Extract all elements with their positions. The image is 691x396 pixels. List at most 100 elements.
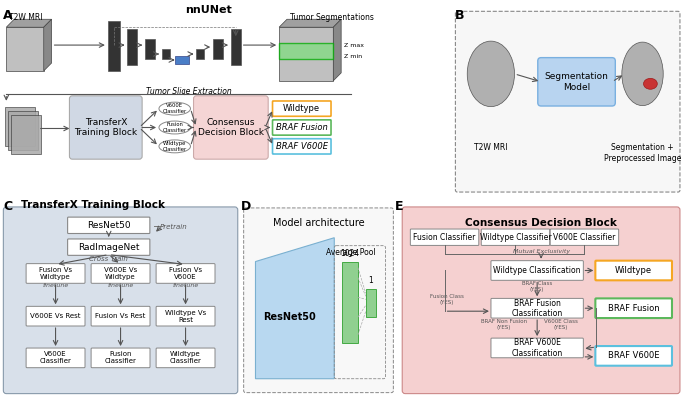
FancyBboxPatch shape	[550, 229, 618, 246]
Ellipse shape	[159, 102, 191, 115]
Text: V600E
Classifier: V600E Classifier	[162, 103, 187, 114]
Bar	[162, 49, 170, 59]
FancyBboxPatch shape	[91, 307, 150, 326]
Text: ResNet50: ResNet50	[263, 312, 316, 322]
Text: BRAF Non Fusion
(YES): BRAF Non Fusion (YES)	[481, 319, 527, 330]
Text: V600E Vs
Wildtype: V600E Vs Wildtype	[104, 267, 138, 280]
Text: T2W MRI: T2W MRI	[474, 143, 508, 152]
Bar	[366, 289, 376, 317]
FancyBboxPatch shape	[481, 229, 550, 246]
FancyBboxPatch shape	[272, 120, 331, 135]
Text: Pretrain: Pretrain	[160, 224, 188, 230]
Bar	[196, 49, 205, 59]
Text: Wildtype Vs
Rest: Wildtype Vs Rest	[165, 310, 206, 323]
Text: Consensus
Decision Block: Consensus Decision Block	[198, 118, 264, 137]
Polygon shape	[6, 27, 44, 71]
Text: BRAF Fusion: BRAF Fusion	[608, 304, 659, 313]
Text: Fusion Classifier: Fusion Classifier	[413, 233, 476, 242]
Text: Fusion Vs Rest: Fusion Vs Rest	[95, 313, 146, 319]
Text: Fusion
Classifier: Fusion Classifier	[104, 351, 137, 364]
Text: Segmentation
Model: Segmentation Model	[545, 72, 609, 91]
FancyBboxPatch shape	[193, 96, 268, 159]
FancyBboxPatch shape	[491, 338, 583, 358]
Text: Wildtype
Classifier: Wildtype Classifier	[169, 351, 202, 364]
Polygon shape	[256, 238, 334, 379]
Text: A: A	[3, 10, 13, 22]
FancyBboxPatch shape	[26, 307, 85, 326]
Text: Fusion Vs
Wildtype: Fusion Vs Wildtype	[39, 267, 72, 280]
Ellipse shape	[622, 42, 663, 106]
Ellipse shape	[643, 78, 657, 89]
Text: Z max: Z max	[344, 43, 364, 48]
Bar	[342, 261, 358, 343]
Text: TransferX Training Block: TransferX Training Block	[21, 200, 165, 210]
Text: BRAF Fusion
Classification: BRAF Fusion Classification	[511, 299, 562, 318]
Bar	[8, 110, 38, 150]
Polygon shape	[279, 19, 341, 27]
Text: Model architecture: Model architecture	[273, 218, 364, 228]
FancyBboxPatch shape	[596, 299, 672, 318]
Text: Consensus Decision Block: Consensus Decision Block	[465, 218, 617, 228]
Bar	[231, 29, 240, 65]
FancyBboxPatch shape	[156, 264, 215, 283]
Text: Cross Train: Cross Train	[89, 255, 128, 262]
Text: E: E	[395, 200, 404, 213]
FancyBboxPatch shape	[272, 139, 331, 154]
FancyBboxPatch shape	[91, 264, 150, 283]
FancyBboxPatch shape	[91, 348, 150, 368]
Text: finetune: finetune	[173, 283, 199, 288]
FancyBboxPatch shape	[68, 239, 150, 255]
Bar	[108, 21, 120, 71]
FancyBboxPatch shape	[455, 11, 680, 192]
Text: Wildtype Classifier: Wildtype Classifier	[480, 233, 551, 242]
Bar	[279, 43, 333, 59]
Text: Tumor Segmentations: Tumor Segmentations	[290, 13, 374, 22]
Text: Fusion Vs
V600E: Fusion Vs V600E	[169, 267, 202, 280]
Text: B: B	[455, 10, 464, 22]
Text: BRAF V600E
Classification: BRAF V600E Classification	[511, 338, 562, 358]
FancyBboxPatch shape	[68, 217, 150, 234]
FancyBboxPatch shape	[491, 299, 583, 318]
Text: Z min: Z min	[344, 55, 362, 59]
Text: ResNet50: ResNet50	[87, 221, 131, 230]
Text: Mutual Exclusivity: Mutual Exclusivity	[513, 249, 569, 254]
FancyBboxPatch shape	[538, 58, 615, 106]
Text: Segmentation +
Preprocessed Image: Segmentation + Preprocessed Image	[604, 143, 681, 163]
FancyBboxPatch shape	[156, 348, 215, 368]
Text: Wildtype
Classifier: Wildtype Classifier	[162, 141, 187, 152]
Text: BRAF Class
(YES): BRAF Class (YES)	[522, 282, 552, 292]
FancyBboxPatch shape	[26, 264, 85, 283]
Text: RadImageNet: RadImageNet	[78, 243, 140, 251]
Bar	[11, 114, 41, 154]
Text: nnUNet: nnUNet	[184, 6, 231, 15]
Text: BRAF Fusion: BRAF Fusion	[276, 123, 328, 132]
Text: Wildtype: Wildtype	[615, 266, 652, 275]
Text: T2W MRI: T2W MRI	[9, 13, 43, 22]
Text: V600E Class
(YES): V600E Class (YES)	[544, 319, 578, 330]
Text: V600E Vs Rest: V600E Vs Rest	[30, 313, 81, 319]
Bar	[175, 56, 189, 64]
Polygon shape	[6, 19, 52, 27]
FancyBboxPatch shape	[410, 229, 479, 246]
Text: Tumor Slice Extraction: Tumor Slice Extraction	[146, 87, 231, 96]
FancyBboxPatch shape	[596, 346, 672, 366]
FancyBboxPatch shape	[3, 207, 238, 394]
Bar	[6, 107, 35, 147]
FancyBboxPatch shape	[156, 307, 215, 326]
Bar	[127, 29, 138, 65]
Text: finetune: finetune	[42, 283, 68, 288]
Text: 1024: 1024	[341, 249, 359, 257]
Bar	[145, 39, 155, 59]
FancyBboxPatch shape	[244, 208, 393, 392]
Text: V600E
Classifier: V600E Classifier	[39, 351, 71, 364]
Text: Fusion
Classifier: Fusion Classifier	[162, 122, 187, 133]
Text: C: C	[3, 200, 12, 213]
Bar	[213, 39, 223, 59]
FancyBboxPatch shape	[402, 207, 680, 394]
Text: Average Pool: Average Pool	[326, 248, 376, 257]
Ellipse shape	[467, 41, 515, 107]
Ellipse shape	[159, 140, 191, 153]
Ellipse shape	[159, 121, 191, 134]
Polygon shape	[279, 27, 333, 81]
Polygon shape	[44, 19, 52, 71]
